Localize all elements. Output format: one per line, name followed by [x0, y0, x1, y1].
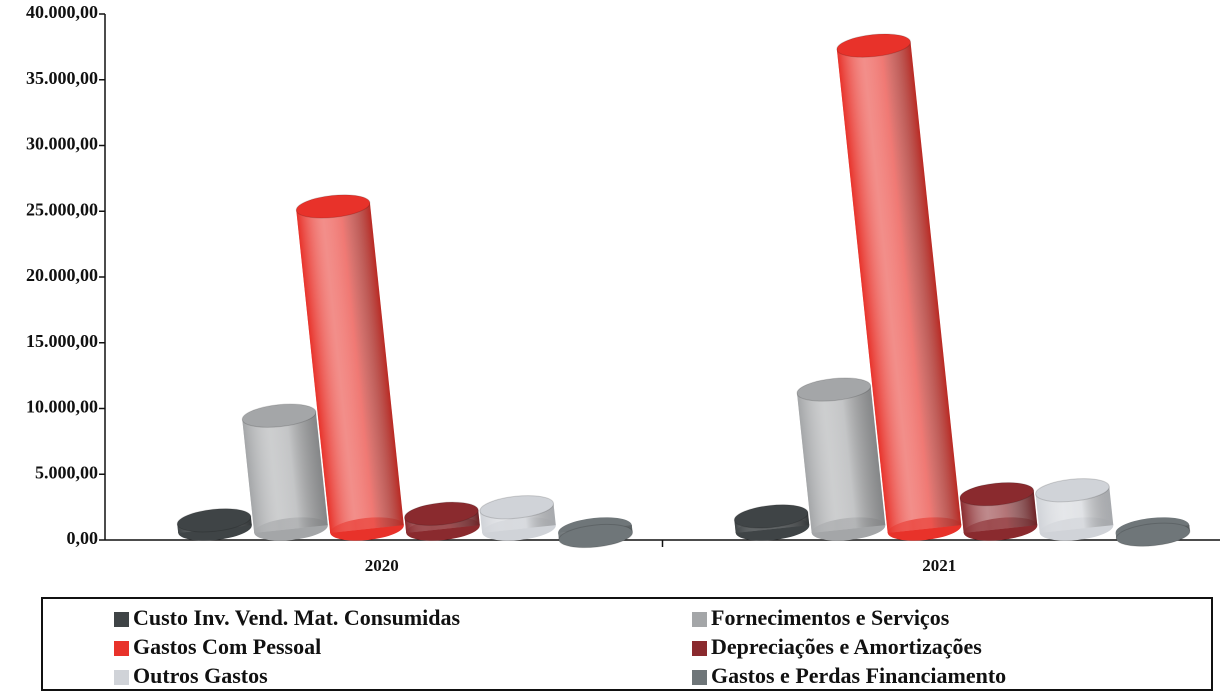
cylinder	[479, 495, 556, 541]
y-tick-label: 5.000,00	[35, 462, 98, 482]
legend-swatch	[692, 612, 707, 627]
y-tick-label: 25.000,00	[26, 199, 98, 219]
cylinder	[796, 377, 886, 541]
cylinder-top	[1035, 478, 1110, 503]
bar-shade	[296, 202, 404, 533]
cylinder	[733, 504, 810, 541]
cylinder	[836, 33, 962, 541]
legend-label: Custo Inv. Vend. Mat. Consumidas	[133, 605, 460, 630]
legend-label: Fornecimentos e Serviços	[711, 605, 950, 630]
y-tick-label: 15.000,00	[26, 331, 98, 351]
cylinder-top	[404, 501, 479, 526]
legend-box	[41, 597, 1213, 691]
cylinder	[176, 508, 252, 541]
legend-label: Depreciações e Amortizações	[711, 634, 982, 659]
x-tick-label: 2021	[922, 556, 956, 575]
bar-shade	[797, 385, 886, 533]
cylinder-top	[241, 403, 317, 428]
cylinder	[404, 501, 480, 541]
cylinder	[1035, 478, 1114, 541]
legend-swatch	[692, 670, 707, 685]
cylinder-top	[796, 377, 872, 402]
legend-swatch	[692, 641, 707, 656]
cylinder-top	[733, 504, 809, 529]
cylinder-top	[479, 495, 555, 520]
y-tick-label: 35.000,00	[26, 68, 98, 88]
y-tick-label: 20.000,00	[26, 265, 98, 285]
legend-label: Gastos e Perdas Financiamento	[711, 663, 1006, 688]
y-tick-label: 0,00	[67, 528, 99, 548]
cylinder	[241, 403, 328, 541]
legend-label: Gastos Com Pessoal	[133, 634, 321, 659]
legend-label: Outros Gastos	[133, 663, 268, 688]
bar-shade	[836, 41, 962, 533]
cylinder-top	[1115, 522, 1191, 547]
legend-swatch	[114, 612, 129, 627]
legend-swatch	[114, 641, 129, 656]
y-tick-label: 30.000,00	[26, 134, 98, 154]
cylinder	[558, 517, 634, 549]
cylinder-top	[558, 523, 634, 549]
legend-swatch	[114, 670, 129, 685]
cylinder	[1115, 517, 1191, 547]
y-tick-label: 10.000,00	[26, 397, 98, 417]
cylinder	[295, 194, 404, 541]
bar-shade	[242, 411, 328, 533]
cylinder-top	[176, 508, 252, 533]
x-tick-label: 2020	[365, 556, 399, 575]
cylinder-top	[959, 482, 1035, 507]
y-tick-label: 40.000,00	[26, 2, 98, 22]
cylinder-top	[836, 33, 912, 58]
cylinder-top	[295, 194, 371, 219]
cylinder	[959, 482, 1038, 541]
